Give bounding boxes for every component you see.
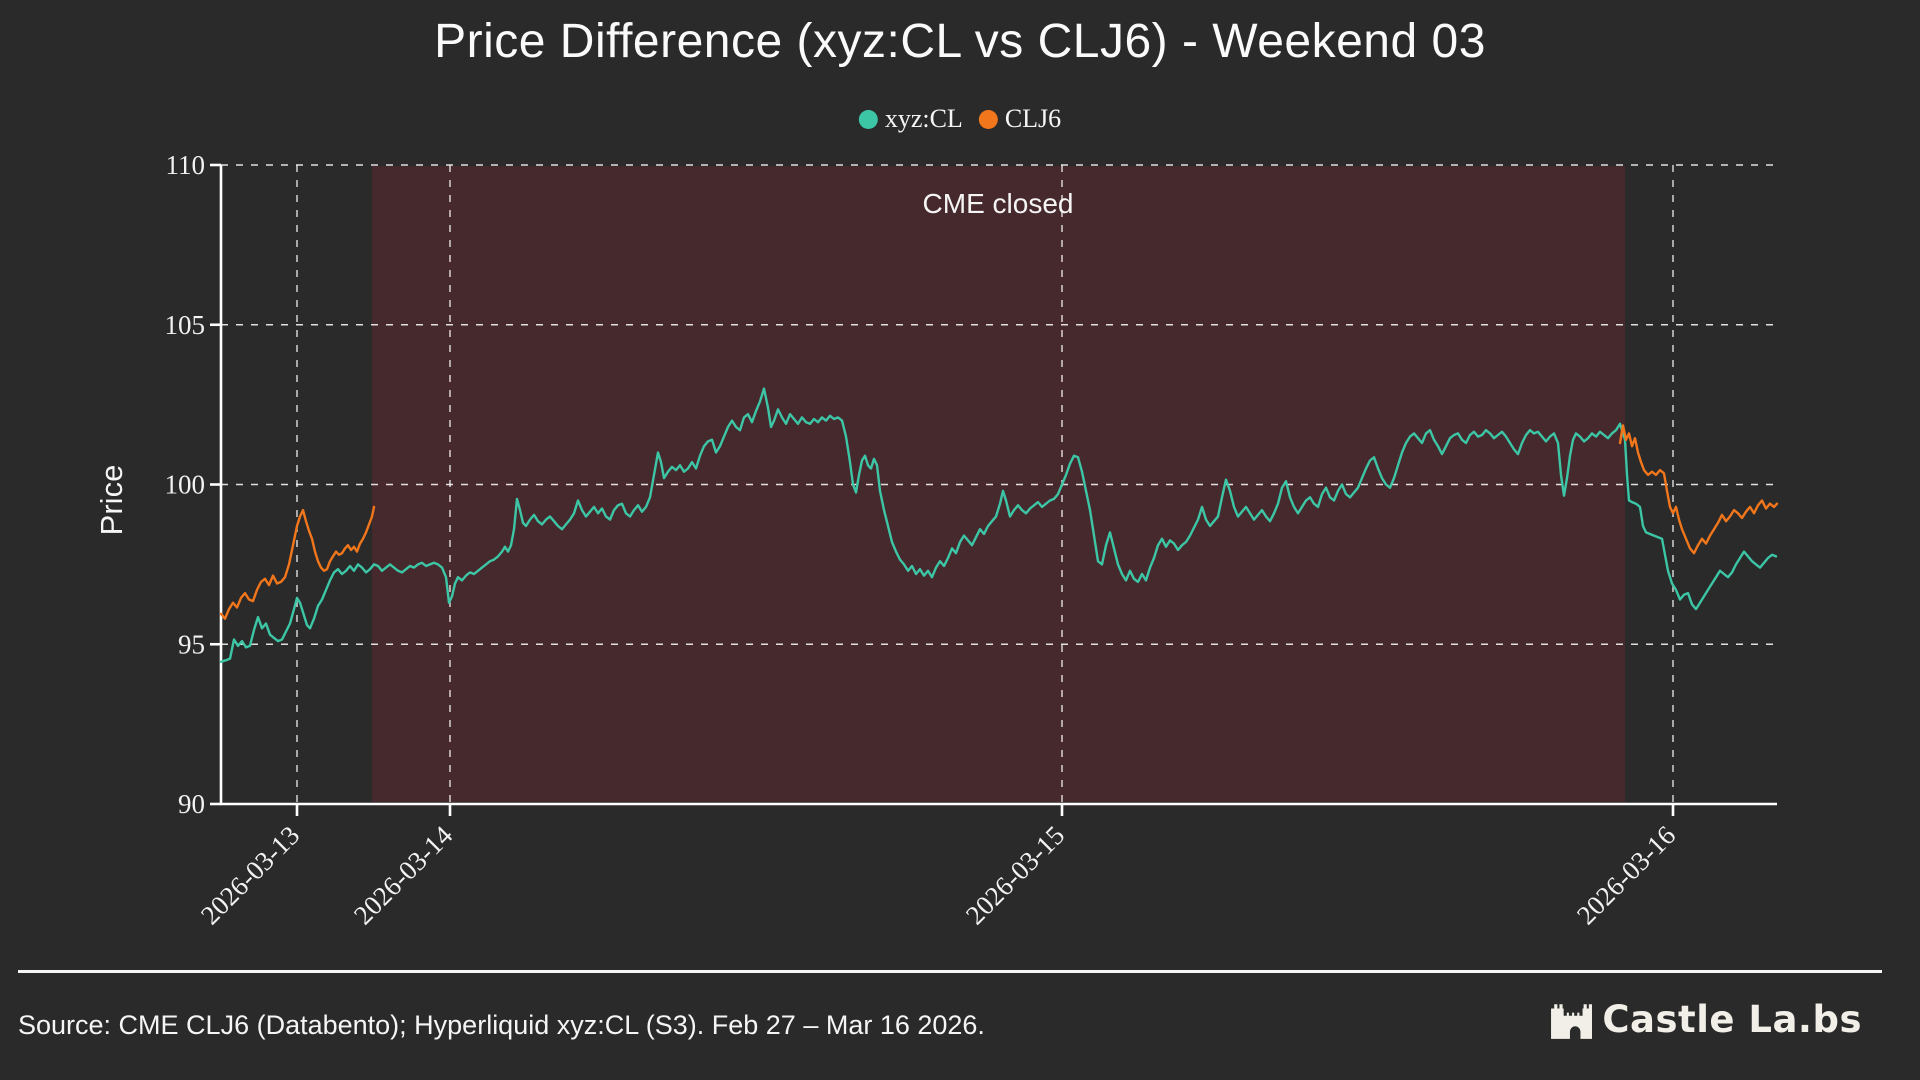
legend-label: xyz:CL <box>884 104 963 133</box>
footer-source-text: Source: CME CLJ6 (Databento); Hyperliqui… <box>18 1010 985 1040</box>
series-line-CLJ6 <box>1618 424 1779 555</box>
x-tick-label: 2026-03-16 <box>1571 820 1681 930</box>
x-tick-label: 2026-03-14 <box>348 820 459 931</box>
legend-item-xyz:CL: xyz:CL <box>858 104 963 134</box>
legend-label: CLJ6 <box>1004 104 1062 133</box>
y-tick-label: 105 <box>165 310 206 340</box>
chart-title: Price Difference (xyz:CL vs CLJ6) - Week… <box>434 15 1486 68</box>
series-line-CLJ6 <box>219 505 376 620</box>
x-tick-label: 2026-03-15 <box>960 820 1070 930</box>
cme-closed-annotation: CME closed <box>922 188 1074 219</box>
castle-labs-logo: Castle La.bs <box>1550 998 1862 1041</box>
legend-dot <box>858 109 878 129</box>
cme-closed-shade <box>372 166 1625 802</box>
y-tick-label: 110 <box>166 150 206 180</box>
y-axis-title: Price <box>94 464 129 536</box>
y-tick-label: 100 <box>165 470 206 500</box>
legend-dot <box>978 109 998 129</box>
legend: xyz:CL CLJ6 <box>858 104 1062 134</box>
x-tick-label: 2026-03-13 <box>195 820 305 930</box>
footer-divider <box>18 970 1882 973</box>
series-line-xyz:CL <box>219 387 1778 663</box>
y-tick-label: 90 <box>178 789 205 819</box>
castle-labs-wordmark: Castle La.bs <box>1602 998 1862 1041</box>
y-tick-label: 95 <box>178 629 205 659</box>
legend-item-CLJ6: CLJ6 <box>978 104 1062 134</box>
castle-icon <box>1551 1003 1593 1039</box>
